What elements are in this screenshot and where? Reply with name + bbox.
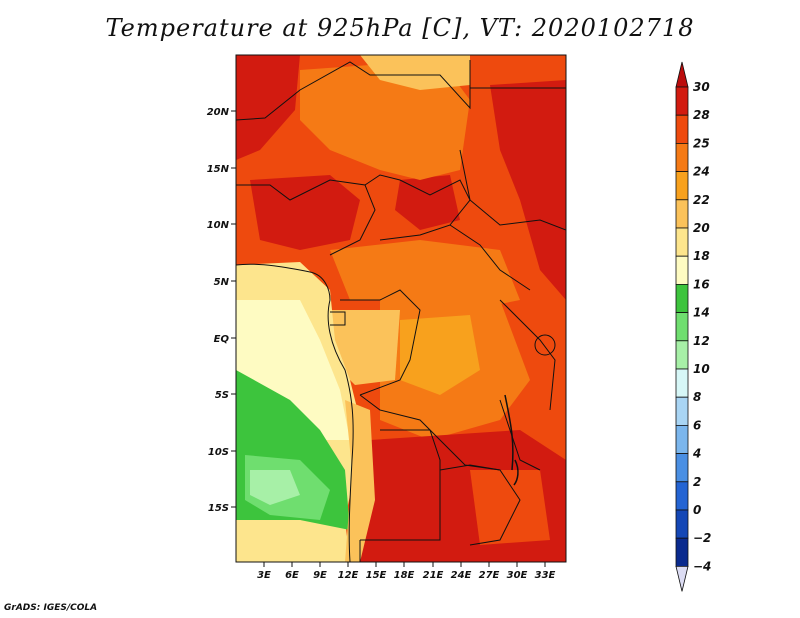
colorbar-label: 8 bbox=[693, 390, 701, 404]
border-uganda-kenya bbox=[499, 299, 556, 411]
colorbar-swatch bbox=[675, 396, 689, 426]
colorbar-swatch bbox=[675, 509, 689, 539]
coastline-west bbox=[236, 263, 354, 562]
colorbar-swatch bbox=[675, 537, 689, 567]
border-car bbox=[379, 224, 531, 291]
colorbar-swatch bbox=[675, 199, 689, 229]
lon-tick-label: 9E bbox=[313, 570, 327, 581]
field-red-northeast bbox=[490, 80, 566, 300]
lon-tick-label: 33E bbox=[535, 570, 556, 581]
lat-tick-label: 5S bbox=[215, 390, 229, 401]
colorbar-label: 10 bbox=[693, 362, 710, 376]
colorbar-label: 4 bbox=[692, 447, 701, 461]
field-pale-southwest bbox=[236, 520, 345, 562]
colorbar-swatch bbox=[675, 255, 689, 285]
colorbar-label: 30 bbox=[693, 80, 710, 94]
field-red-central bbox=[395, 175, 460, 230]
colorbar-label: 12 bbox=[693, 334, 710, 348]
border-north bbox=[236, 60, 471, 121]
colorbar-swatch bbox=[675, 312, 689, 342]
grads-credit: GrADS: IGES/COLA bbox=[4, 603, 98, 613]
colorbar-label: 18 bbox=[693, 249, 710, 263]
colorbar-swatch bbox=[675, 340, 689, 370]
lon-axis bbox=[263, 562, 546, 567]
border-eq-guinea bbox=[330, 311, 346, 326]
colorbar-swatch bbox=[675, 171, 689, 201]
colorbar-swatch bbox=[675, 227, 689, 257]
field-yellow-gabon bbox=[330, 310, 400, 385]
colorbar-swatch bbox=[675, 86, 689, 116]
chart-title: Temperature at 925hPa [C], VT: 202010271… bbox=[105, 14, 695, 42]
colorbar-swatch bbox=[675, 283, 689, 313]
country-borders bbox=[236, 60, 566, 562]
colorbar-bottom-arrow bbox=[675, 566, 689, 592]
lat-tick-label: EQ bbox=[214, 334, 230, 345]
lat-tick-label: 15S bbox=[208, 503, 229, 514]
colorbar-label: −4 bbox=[693, 559, 711, 573]
colorbar-label: 2 bbox=[693, 475, 701, 489]
colorbar-label: 28 bbox=[693, 108, 710, 122]
colorbar-label: 22 bbox=[693, 193, 710, 207]
colorbar-label: 25 bbox=[693, 136, 710, 150]
colorbar-label: 20 bbox=[693, 221, 710, 235]
colorbar-label: 14 bbox=[693, 306, 710, 320]
field-red-west bbox=[250, 175, 360, 250]
lat-tick-label: 15N bbox=[207, 164, 230, 175]
border-zambia bbox=[439, 464, 521, 546]
lon-tick-label: 21E bbox=[423, 570, 444, 581]
lat-axis bbox=[231, 110, 236, 508]
colorbar-label: 6 bbox=[693, 418, 701, 432]
lat-tick-label: 10N bbox=[207, 220, 230, 231]
map-frame bbox=[235, 54, 567, 563]
lake-tanganyika bbox=[504, 394, 514, 471]
colorbar-swatch bbox=[675, 368, 689, 398]
field-yellow-north bbox=[360, 55, 470, 90]
field-orange-middle bbox=[330, 240, 520, 310]
lon-tick-label: 27E bbox=[479, 570, 500, 581]
border-nigeria bbox=[236, 179, 376, 256]
field-red-northwest bbox=[236, 55, 300, 160]
lon-tick-label: 18E bbox=[394, 570, 415, 581]
lake-malawi-edge bbox=[513, 459, 519, 486]
lat-tick-label: 10S bbox=[208, 447, 229, 458]
colorbar-label: −2 bbox=[693, 531, 711, 545]
field-green-12 bbox=[250, 470, 300, 505]
field-amber-center bbox=[400, 315, 480, 395]
lon-tick-label: 3E bbox=[257, 570, 271, 581]
colorbar-label: 16 bbox=[693, 277, 710, 291]
colorbar-swatch bbox=[675, 114, 689, 144]
lon-tick-label: 24E bbox=[451, 570, 472, 581]
colorbar-label: 24 bbox=[693, 165, 710, 179]
temperature-field bbox=[236, 55, 566, 562]
field-orange-south-east bbox=[470, 470, 550, 545]
field-coastal-angola bbox=[345, 400, 375, 562]
colorbar-swatch bbox=[675, 424, 689, 454]
border-tanzania bbox=[499, 399, 541, 471]
lat-tick-label: 20N bbox=[207, 107, 230, 118]
colorbar-label: 0 bbox=[693, 503, 701, 517]
lon-tick-label: 15E bbox=[366, 570, 387, 581]
lat-tick-label: 5N bbox=[214, 277, 230, 288]
colorbar-swatch bbox=[675, 453, 689, 483]
border-congo bbox=[340, 289, 421, 396]
lon-tick-label: 6E bbox=[285, 570, 299, 581]
border-sudan bbox=[459, 149, 566, 231]
border-angola bbox=[360, 429, 441, 541]
colorbar-swatch bbox=[675, 142, 689, 172]
colorbar-swatch bbox=[675, 481, 689, 511]
lake-victoria bbox=[534, 334, 556, 356]
lon-tick-label: 12E bbox=[338, 570, 359, 581]
colorbar-top-arrow bbox=[675, 61, 689, 88]
lon-tick-label: 30E bbox=[507, 570, 528, 581]
field-orange-north bbox=[300, 60, 470, 180]
